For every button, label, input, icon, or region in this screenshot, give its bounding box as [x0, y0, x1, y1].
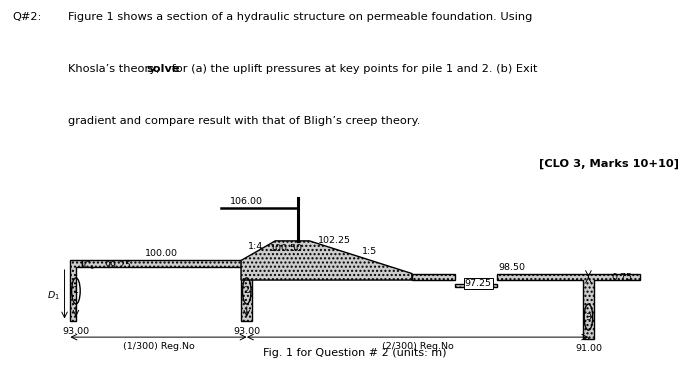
- Text: 100.00: 100.00: [145, 249, 178, 258]
- Text: $D_1$: $D_1$: [47, 289, 61, 301]
- Text: 93.00: 93.00: [233, 327, 260, 336]
- Text: Figure 1 shows a section of a hydraulic structure on permeable foundation. Using: Figure 1 shows a section of a hydraulic …: [68, 12, 532, 22]
- Text: 93.00: 93.00: [63, 327, 90, 336]
- Text: 2: 2: [244, 287, 250, 296]
- Polygon shape: [241, 241, 412, 280]
- Text: Fig. 1 for Question # 2 (units: m): Fig. 1 for Question # 2 (units: m): [263, 348, 447, 358]
- Polygon shape: [81, 260, 241, 267]
- Text: [CLO 3, Marks 10+10]: [CLO 3, Marks 10+10]: [539, 159, 679, 169]
- Polygon shape: [454, 285, 498, 287]
- Text: 98.50: 98.50: [498, 263, 525, 272]
- Text: 99.25: 99.25: [104, 261, 132, 270]
- Text: 1:5: 1:5: [361, 247, 377, 256]
- Text: 1: 1: [73, 287, 79, 296]
- Text: gradient and compare result with that of Bligh’s creep theory.: gradient and compare result with that of…: [68, 116, 420, 125]
- Text: (2/300) Reg.No: (2/300) Reg.No: [381, 342, 454, 351]
- Text: (1/300) Reg.No: (1/300) Reg.No: [122, 342, 194, 351]
- Text: 0.75: 0.75: [611, 272, 632, 281]
- Polygon shape: [70, 260, 81, 321]
- Text: 1:4: 1:4: [248, 242, 263, 251]
- Text: for (a) the uplift pressures at key points for pile 1 and 2. (b) Exit: for (a) the uplift pressures at key poin…: [168, 64, 538, 74]
- Text: 106.00: 106.00: [230, 196, 263, 205]
- Text: solve: solve: [146, 64, 180, 74]
- Text: 97.25: 97.25: [465, 279, 491, 288]
- Polygon shape: [412, 274, 454, 280]
- Text: 91.00: 91.00: [575, 344, 602, 353]
- Polygon shape: [241, 267, 253, 321]
- Text: 3: 3: [585, 312, 592, 321]
- Text: 102.25: 102.25: [318, 236, 351, 245]
- Text: $C_1$: $C_1$: [83, 260, 95, 272]
- Polygon shape: [498, 274, 640, 339]
- Text: Khosla’s theory,: Khosla’s theory,: [68, 64, 164, 74]
- Text: Q#2:: Q#2:: [13, 12, 42, 22]
- Text: 100.50: 100.50: [270, 244, 303, 253]
